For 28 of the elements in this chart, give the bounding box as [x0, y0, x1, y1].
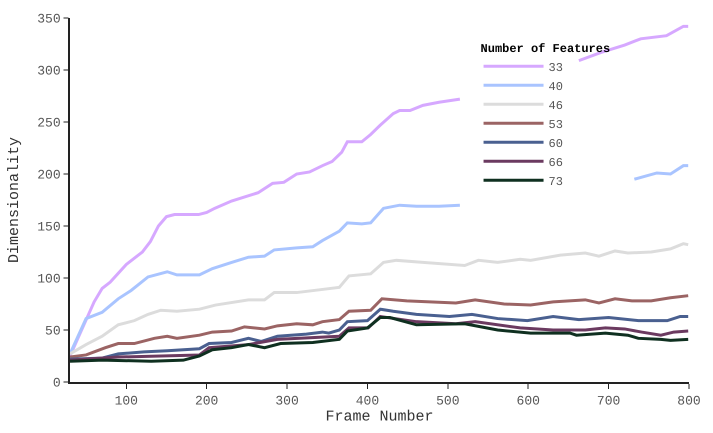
legend-label: 53: [548, 118, 563, 132]
legend-label: 73: [548, 174, 563, 189]
y-tick-label: 100: [37, 272, 61, 287]
y-tick-label: 150: [37, 220, 61, 235]
x-tick-label: 400: [356, 393, 380, 408]
legend-label: 60: [548, 136, 563, 151]
y-tick-label: 350: [37, 12, 61, 27]
y-axis-title: Dimensionality: [6, 136, 23, 264]
x-tick-label: 300: [275, 393, 299, 408]
legend-label: 66: [548, 156, 563, 170]
x-axis-title: Frame Number: [325, 408, 434, 426]
y-tick-label: 200: [37, 168, 61, 183]
legend-label: 33: [548, 60, 563, 75]
x-tick-label: 800: [677, 393, 701, 408]
y-tick-label: 300: [37, 64, 61, 79]
x-tick-label: 500: [436, 393, 460, 408]
x-tick-label: 200: [194, 393, 218, 408]
line-series: [70, 242, 689, 356]
y-tick-label: 0: [52, 376, 61, 391]
legend-label: 46: [548, 98, 563, 113]
line-series: [70, 294, 689, 359]
legend-title: Number of Features: [480, 42, 610, 56]
x-tick-label: 600: [516, 393, 540, 408]
y-tick-label: 250: [37, 116, 61, 131]
x-tick-label: 100: [114, 393, 138, 408]
y-tick-label: 50: [45, 324, 61, 339]
x-tick-label: 700: [596, 393, 620, 408]
legend-label: 40: [548, 80, 563, 94]
